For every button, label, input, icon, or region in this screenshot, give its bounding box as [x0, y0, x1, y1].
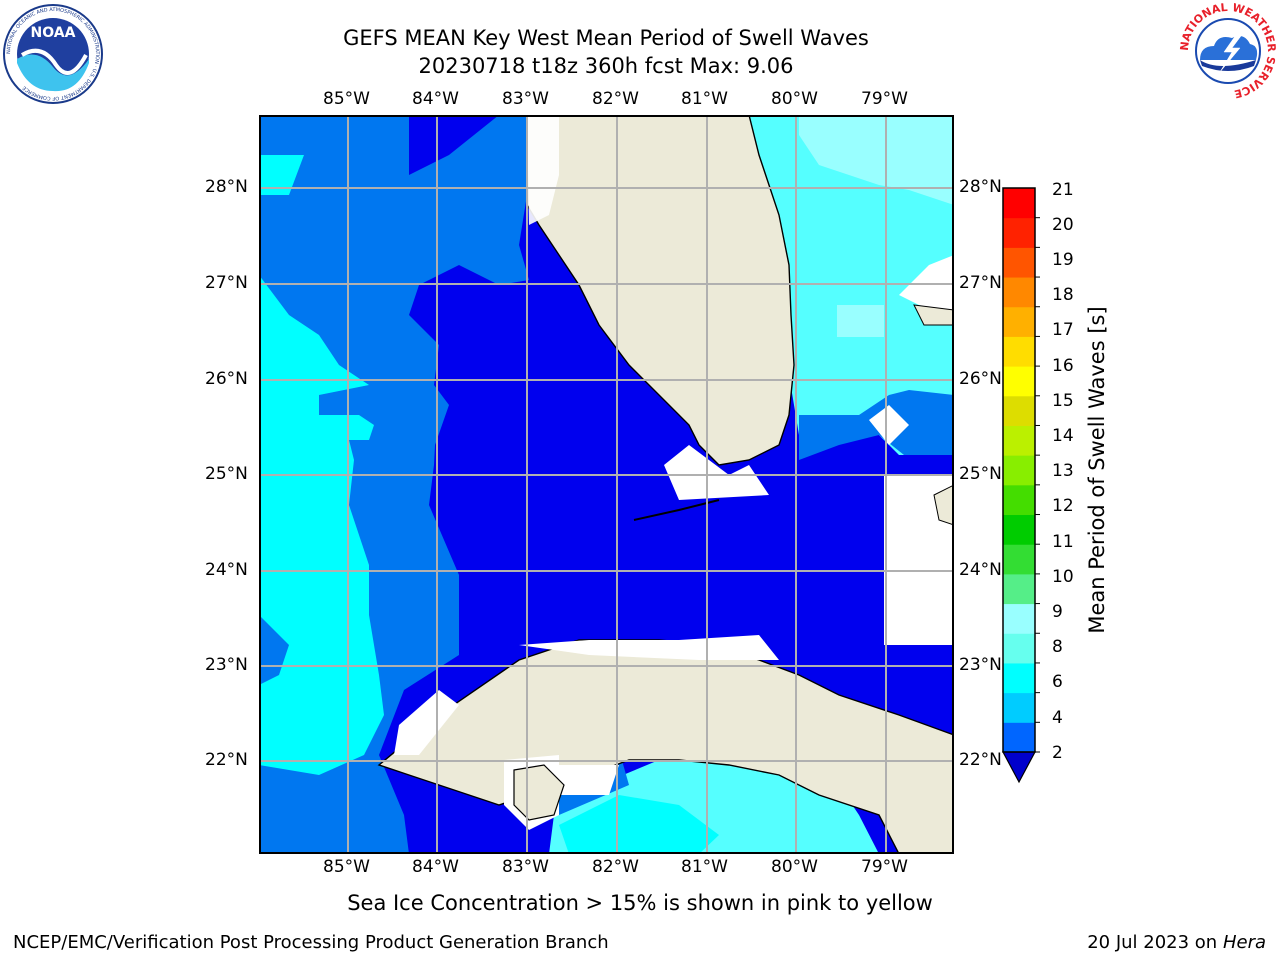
lat-label-right: 25°N: [959, 464, 1002, 484]
colorbar-band: [1003, 544, 1035, 575]
footer-branch: NCEP/EMC/Verification Post Processing Pr…: [13, 932, 609, 953]
colorbar-band: [1003, 366, 1035, 397]
lat-label-right: 24°N: [959, 560, 1002, 580]
lat-label-right: 27°N: [959, 273, 1002, 293]
land-florida: [526, 115, 795, 466]
lon-label-top: 81°W: [681, 89, 728, 109]
lon-label-top: 79°W: [861, 89, 908, 109]
colorbar-tick-label: 13: [1052, 461, 1074, 481]
footer-date-text: 20 Jul 2023 on: [1087, 932, 1223, 953]
colorbar-label: Mean Period of Swell Waves [s]: [1085, 306, 1109, 634]
colorbar-tick-label: 20: [1052, 215, 1074, 235]
colorbar-band: [1003, 573, 1035, 605]
noaa-logo-text: NOAA: [31, 25, 76, 41]
nws-logo: NATIONAL WEATHER SERVICE: [1178, 2, 1278, 100]
footer-date: 20 Jul 2023 on Hera: [1087, 932, 1266, 953]
lon-label-top: 80°W: [771, 89, 818, 109]
lon-label-bottom: 81°W: [681, 857, 728, 877]
map: [259, 115, 954, 854]
colorbar-tick-label: 15: [1052, 391, 1074, 411]
colorbar-tick-label: 8: [1052, 637, 1063, 657]
colorbar-tick-label: 19: [1052, 250, 1074, 270]
lon-label-top: 82°W: [592, 89, 639, 109]
colorbar-tick-label: 21: [1052, 180, 1074, 200]
sea-ice-note: Sea Ice Concentration > 15% is shown in …: [0, 891, 1280, 915]
lat-label-left: 25°N: [205, 464, 248, 484]
lon-label-bottom: 82°W: [592, 857, 639, 877]
colorbar-tick-label: 4: [1052, 708, 1063, 728]
colorbar-band: [1003, 455, 1035, 486]
colorbar-band: [1003, 484, 1035, 516]
colorbar-band: [1003, 425, 1035, 456]
colorbar-band: [1003, 662, 1035, 694]
lon-label-bottom: 85°W: [323, 857, 370, 877]
colorbar-band: [1003, 247, 1035, 278]
colorbar-band: [1003, 692, 1035, 723]
ocean-cyan-west: [259, 275, 384, 775]
colorbar-tick-label: 6: [1052, 672, 1063, 692]
colorbar-band: [1003, 603, 1035, 634]
colorbar-tick-label: 14: [1052, 426, 1074, 446]
map-frame: [259, 115, 954, 854]
colorbar-extend-triangle: [1002, 751, 1036, 784]
colorbar-tick-label: 17: [1052, 320, 1074, 340]
lon-label-top: 85°W: [323, 89, 370, 109]
colorbar-band: [1003, 633, 1035, 664]
lat-label-right: 23°N: [959, 655, 1002, 675]
lat-label-left: 28°N: [205, 177, 248, 197]
ocean-pale-cyan-ne: [799, 115, 954, 205]
chart-title-line2: 20230718 t18z 360h fcst Max: 9.06: [418, 54, 794, 78]
map-gridlines: [259, 115, 954, 854]
colorbar-band: [1003, 722, 1035, 753]
colorbar-tick-label: 16: [1052, 356, 1074, 376]
colorbar-band: [1003, 188, 1035, 219]
lon-label-bottom: 84°W: [412, 857, 459, 877]
colorbar-band: [1003, 217, 1035, 248]
colorbar-frame: [1002, 187, 1036, 753]
lat-label-right: 22°N: [959, 750, 1002, 770]
colorbar-tick-label: 11: [1052, 532, 1074, 552]
sea-ice-note-text: Sea Ice Concentration > 15% is shown in …: [347, 891, 933, 915]
colorbar-band: [1003, 395, 1035, 426]
lon-label-top: 84°W: [412, 89, 459, 109]
lon-label-top: 83°W: [502, 89, 549, 109]
footer-host: Hera: [1222, 932, 1266, 953]
colorbar-tick-label: 12: [1052, 496, 1074, 516]
colorbar: [1002, 187, 1040, 784]
colorbar-band: [1003, 336, 1035, 367]
noaa-logo: NOAA NATIONAL OCEANIC AND ATMOSPHERIC AD…: [3, 4, 103, 104]
colorbar-band: [1003, 277, 1035, 308]
lat-label-right: 26°N: [959, 369, 1002, 389]
land-florida-keys: [633, 499, 720, 521]
colorbar-band: [1003, 306, 1035, 337]
colorbar-tick-label: 9: [1052, 602, 1063, 622]
chart-title-line1: GEFS MEAN Key West Mean Period of Swell …: [343, 26, 869, 50]
lon-label-bottom: 79°W: [861, 857, 908, 877]
colorbar-band: [1003, 514, 1035, 545]
lat-label-left: 24°N: [205, 560, 248, 580]
colorbar-tick-label: 10: [1052, 567, 1074, 587]
lon-label-bottom: 80°W: [771, 857, 818, 877]
lat-label-left: 27°N: [205, 273, 248, 293]
lat-label-left: 22°N: [205, 750, 248, 770]
lat-label-right: 28°N: [959, 177, 1002, 197]
colorbar-tick-label: 18: [1052, 285, 1074, 305]
ocean-cyan-nw: [259, 155, 304, 195]
lon-label-bottom: 83°W: [502, 857, 549, 877]
lat-label-left: 23°N: [205, 655, 248, 675]
lat-label-left: 26°N: [205, 369, 248, 389]
colorbar-tick-label: 2: [1052, 743, 1063, 763]
